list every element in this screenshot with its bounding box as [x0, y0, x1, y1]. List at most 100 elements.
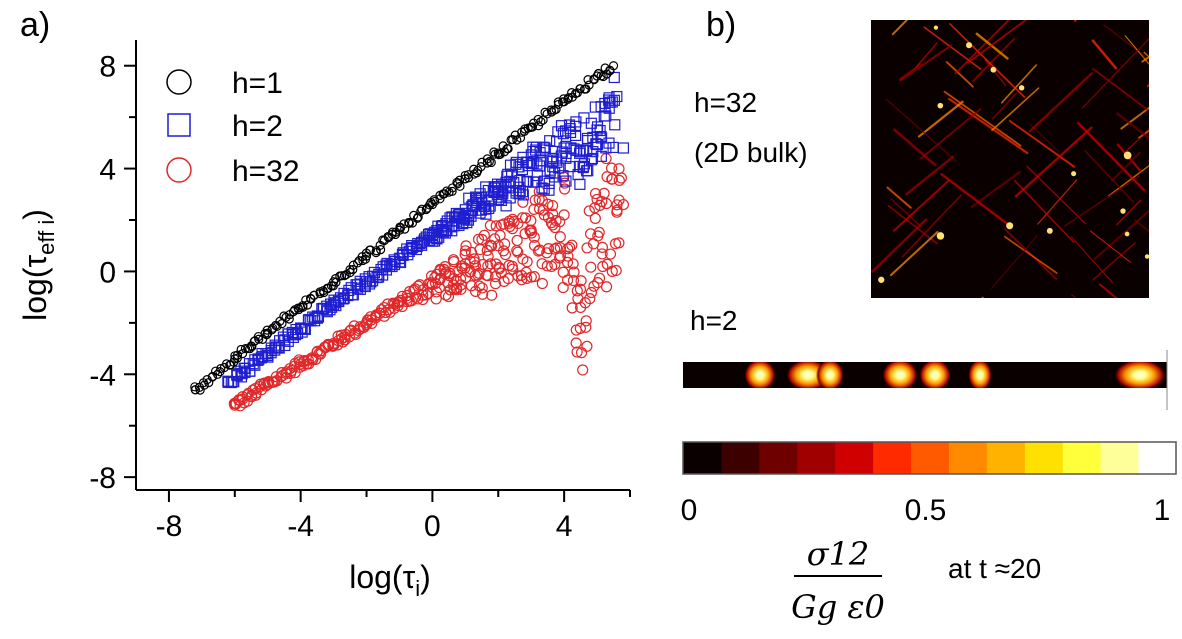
- data-point: [427, 199, 437, 210]
- data-point: [580, 315, 592, 327]
- data-point: [609, 119, 621, 131]
- data-point: [498, 218, 510, 230]
- x-tick-labels: -8 -4 0 4: [156, 510, 573, 543]
- data-point: [589, 212, 601, 224]
- x-tick-label: 4: [556, 510, 573, 543]
- time-note: at t ≈20: [948, 553, 1041, 584]
- stress-map-bulk: [871, 20, 1149, 298]
- data-point: [412, 213, 422, 223]
- data-point: [485, 240, 498, 252]
- data-point: [210, 366, 221, 376]
- data-point: [482, 250, 494, 262]
- colorbar-swatch: [720, 442, 760, 474]
- data-point: [585, 261, 597, 273]
- data-point: [459, 245, 471, 257]
- legend-label: h=2: [232, 110, 283, 143]
- data-point: [560, 175, 572, 187]
- colorbar: [682, 441, 1177, 475]
- data-point: [478, 229, 490, 241]
- data-point: [584, 292, 596, 305]
- data-point: [581, 340, 593, 352]
- x-tick-label: -4: [287, 510, 314, 543]
- data-point: [433, 282, 446, 294]
- data-point: [229, 399, 241, 411]
- data-point: [561, 274, 574, 286]
- data-point: [536, 117, 546, 127]
- data-point: [353, 258, 363, 268]
- data-point: [549, 243, 561, 255]
- data-point: [595, 130, 607, 143]
- data-point: [235, 365, 247, 377]
- data-point: [517, 196, 529, 208]
- data-point: [596, 248, 608, 260]
- data-point: [263, 328, 273, 338]
- data-point: [569, 120, 582, 132]
- data-point: [607, 141, 619, 154]
- data-point: [477, 258, 489, 271]
- data-point: [533, 114, 543, 125]
- data-point: [262, 378, 274, 391]
- data-point: [476, 288, 489, 300]
- data-point: [559, 97, 569, 107]
- colorbar-swatch: [986, 442, 1025, 474]
- data-point: [538, 141, 550, 153]
- data-point: [521, 175, 533, 187]
- data-point: [566, 239, 578, 251]
- data-point: [315, 288, 325, 299]
- data-point: [568, 266, 580, 278]
- data-point: [600, 197, 613, 210]
- data-point: [404, 217, 414, 228]
- colorbar-tick-label: 1: [1154, 494, 1171, 527]
- data-point: [549, 105, 559, 115]
- data-point: [476, 282, 488, 294]
- stress-map-thin-film: [683, 350, 1168, 410]
- data-point: [571, 346, 583, 358]
- data-point: [461, 217, 473, 229]
- data-point: [580, 321, 592, 333]
- data-point: [575, 275, 587, 287]
- data-point: [583, 75, 593, 85]
- data-point: [517, 189, 529, 201]
- data-point: [442, 290, 455, 303]
- colorbar-tick-labels: 0 0.5 1: [681, 494, 1171, 527]
- data-point: [447, 186, 457, 196]
- data-point: [561, 256, 574, 269]
- data-point: [480, 269, 492, 281]
- data-point: [606, 265, 618, 277]
- colorbar-swatch: [1024, 442, 1063, 474]
- data-point: [598, 187, 610, 199]
- data-point: [547, 200, 559, 212]
- data-point: [567, 274, 580, 287]
- colorbar-swatch: [683, 442, 722, 474]
- data-point: [499, 238, 511, 250]
- y-tick-label: 4: [99, 154, 116, 187]
- data-point: [301, 295, 311, 305]
- data-point: [377, 261, 389, 273]
- data-point: [521, 256, 533, 268]
- panel-b-label: b): [706, 6, 736, 44]
- data-point: [454, 175, 465, 185]
- data-point: [459, 204, 471, 216]
- legend-label: h=1: [232, 67, 283, 100]
- data-point: [279, 311, 289, 321]
- data-point: [592, 71, 602, 81]
- data-point: [486, 157, 496, 168]
- data-point: [542, 198, 554, 210]
- data-point: [230, 354, 240, 364]
- colorbar-tick-label: 0.5: [905, 494, 947, 527]
- data-point: [574, 146, 586, 158]
- data-point: [559, 183, 571, 195]
- data-point: [574, 301, 587, 314]
- data-point: [490, 220, 502, 232]
- data-point: [566, 302, 578, 314]
- data-point: [613, 174, 625, 186]
- data-point: [272, 321, 282, 331]
- data-point: [585, 117, 597, 129]
- data-point: [528, 203, 540, 215]
- scatter-points: [190, 61, 630, 412]
- data-point: [429, 195, 439, 205]
- colorbar-swatch: [758, 442, 798, 474]
- data-point: [489, 233, 501, 245]
- data-point: [558, 209, 570, 221]
- data-point: [511, 244, 523, 257]
